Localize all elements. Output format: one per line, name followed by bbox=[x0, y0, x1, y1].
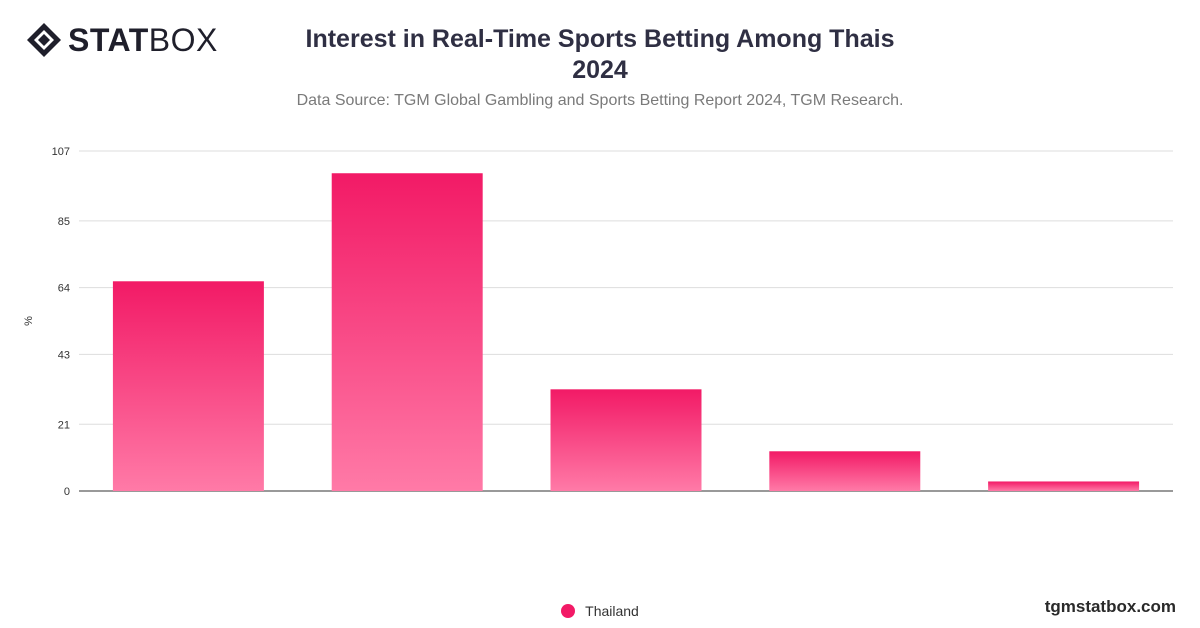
bar-3 bbox=[550, 389, 702, 491]
legend-swatch bbox=[561, 604, 576, 618]
chart-subtitle: Data Source: TGM Global Gambling and Spo… bbox=[296, 92, 904, 109]
y-tick-label: 0 bbox=[64, 486, 70, 498]
footer-site-link[interactable]: tgmstatbox.com bbox=[1044, 597, 1176, 616]
chart-title-line1: Interest in Real-Time Sports Betting Amo… bbox=[305, 25, 895, 53]
y-tick-label: 43 bbox=[58, 349, 70, 361]
bars bbox=[112, 173, 1140, 492]
y-axis-label: % bbox=[23, 316, 35, 326]
y-tick-label: 85 bbox=[58, 216, 70, 228]
logo-box-text: BOX bbox=[148, 22, 218, 58]
bar-chart: 0 21 43 64 85 107 % bbox=[23, 146, 1173, 498]
bar-2 bbox=[331, 173, 483, 492]
bar-1 bbox=[112, 281, 264, 491]
legend: Thailand bbox=[0, 603, 1200, 619]
y-tick-label: 64 bbox=[58, 283, 70, 295]
bar-5 bbox=[988, 481, 1140, 491]
statbox-logo: STATBOX bbox=[26, 22, 218, 58]
logo-stat-text: STAT bbox=[68, 22, 149, 58]
y-tick-label: 21 bbox=[58, 419, 70, 431]
legend-label-thailand: Thailand bbox=[585, 603, 639, 619]
chart-title-line2: 2024 bbox=[572, 56, 628, 84]
bar-4 bbox=[769, 451, 921, 491]
y-axis-ticks: 0 21 43 64 85 107 bbox=[52, 146, 70, 498]
statbox-wordmark: STATBOX bbox=[68, 22, 218, 58]
y-tick-label: 107 bbox=[52, 146, 70, 158]
chart-title: Interest in Real-Time Sports Betting Amo… bbox=[250, 24, 950, 86]
statbox-diamond-icon bbox=[27, 23, 61, 57]
